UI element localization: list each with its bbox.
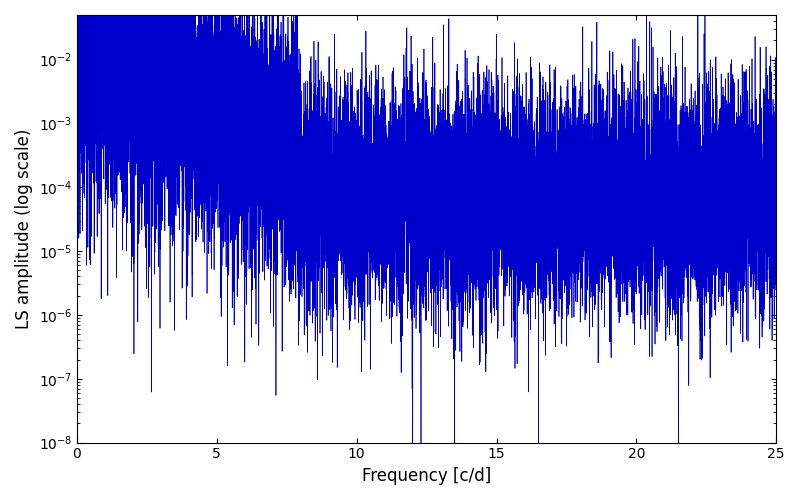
X-axis label: Frequency [c/d]: Frequency [c/d] bbox=[362, 467, 491, 485]
Y-axis label: LS amplitude (log scale): LS amplitude (log scale) bbox=[15, 128, 33, 329]
